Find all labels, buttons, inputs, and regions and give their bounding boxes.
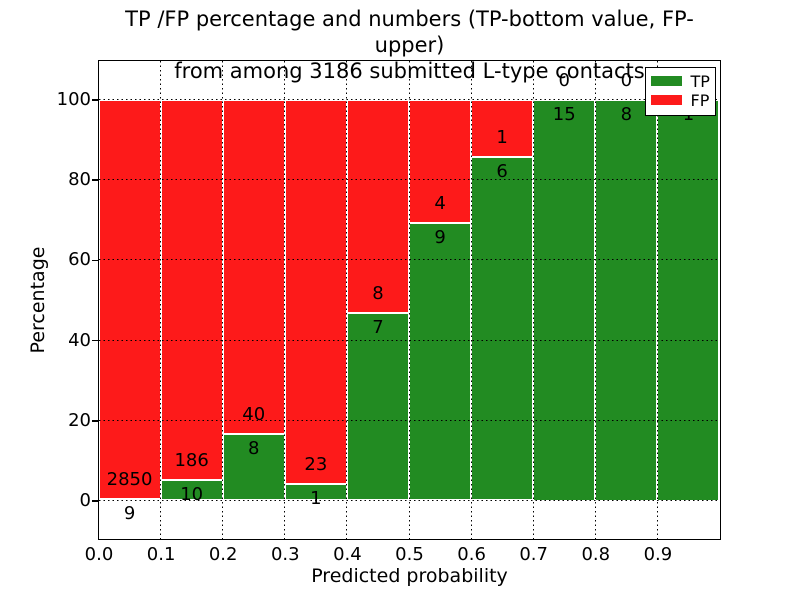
- bar-segment-tp: [160, 480, 223, 501]
- bar-segment-tp: [346, 313, 409, 501]
- chart-title: TP /FP percentage and numbers (TP-bottom…: [99, 6, 720, 84]
- bar-segment-fp: [98, 99, 161, 500]
- legend-swatch-tp: [650, 76, 682, 86]
- vertical-gridline: [408, 60, 410, 539]
- tp-count-label: 7: [372, 317, 384, 339]
- fp-count-label: 1: [496, 126, 508, 148]
- x-tick-label: 0.6: [457, 544, 486, 565]
- y-tick-label: 0: [79, 490, 91, 511]
- y-axis-label: Percentage: [27, 246, 49, 354]
- vertical-gridline: [532, 60, 534, 539]
- tp-count-label: 6: [496, 160, 508, 182]
- legend-label-tp: TP: [690, 71, 710, 91]
- vertical-gridline: [160, 60, 162, 539]
- fp-count-label: 40: [242, 403, 266, 425]
- bar-segment-tp: [471, 156, 534, 501]
- tp-count-label: 9: [434, 226, 446, 248]
- legend-item-fp: FP: [650, 90, 715, 110]
- fp-count-label: 4: [434, 192, 446, 214]
- x-tick-label: 0.7: [519, 544, 548, 565]
- plot-area: 28509186104082318749160150801 TP FP: [97, 59, 721, 540]
- bar-segment-tp: [409, 222, 472, 501]
- x-tick-label: 0.9: [643, 544, 673, 565]
- vertical-gridline: [222, 60, 224, 539]
- tp-count-label: 8: [620, 103, 633, 125]
- bar-segment-tp: [222, 433, 285, 501]
- bar-segment-tp: [284, 483, 347, 501]
- x-tick-label: 0.8: [581, 544, 611, 565]
- y-tick-label: 60: [68, 249, 91, 271]
- tp-count-label: 8: [248, 437, 260, 459]
- y-tick-label: 100: [56, 89, 91, 110]
- bar-segment-fp: [222, 99, 285, 434]
- tp-count-label: 10: [180, 484, 204, 506]
- fp-count-label: 0: [558, 69, 570, 91]
- fp-count-label: 23: [304, 453, 328, 475]
- y-tick-label: 80: [68, 169, 91, 191]
- bar-segment-fp: [284, 99, 347, 484]
- fp-count-label: 2850: [106, 469, 153, 491]
- x-axis-label: Predicted probability: [311, 565, 508, 587]
- bar-segment-fp: [346, 99, 409, 314]
- chart-title-line1: TP /FP percentage and numbers (TP-bottom…: [125, 7, 694, 57]
- x-tick-label: 0.1: [146, 544, 176, 565]
- x-tick-label: 0.4: [333, 544, 362, 565]
- fp-count-label: 0: [620, 69, 633, 91]
- vertical-gridline: [284, 60, 286, 539]
- x-tick-label: 0.5: [395, 544, 424, 565]
- y-tick-mark: [92, 99, 98, 101]
- fp-count-label: 186: [174, 450, 209, 472]
- y-tick-mark: [92, 420, 98, 422]
- y-tick-mark: [92, 339, 98, 342]
- tp-count-label: 1: [310, 487, 322, 509]
- y-tick-label: 20: [68, 409, 91, 431]
- x-tick-label: 0.3: [270, 544, 300, 565]
- y-tick-label: 40: [68, 329, 91, 351]
- bar-segment-tp: [533, 99, 596, 501]
- legend-label-fp: FP: [690, 90, 710, 110]
- bar-segment-tp: [595, 99, 658, 501]
- x-tick-label: 0.0: [84, 544, 114, 565]
- legend-item-tp: TP: [650, 71, 715, 91]
- y-tick-mark: [92, 500, 98, 502]
- bar-segment-fp: [160, 99, 223, 481]
- bar-segment-tp: [657, 99, 720, 501]
- y-tick-mark: [92, 259, 98, 262]
- fp-count-label: 8: [372, 283, 384, 305]
- bar-segment-fp: [471, 99, 534, 157]
- tp-count-label: 15: [552, 103, 576, 125]
- y-tick-mark: [92, 179, 98, 181]
- vertical-gridline: [346, 60, 348, 539]
- vertical-gridline: [594, 60, 596, 539]
- vertical-gridline: [656, 60, 658, 539]
- legend: TP FP: [644, 66, 716, 116]
- vertical-gridline: [470, 60, 472, 539]
- tp-count-label: 9: [123, 503, 136, 525]
- x-tick-label: 0.2: [208, 544, 238, 565]
- legend-swatch-fp: [650, 95, 682, 105]
- bar-segment-fp: [409, 99, 472, 223]
